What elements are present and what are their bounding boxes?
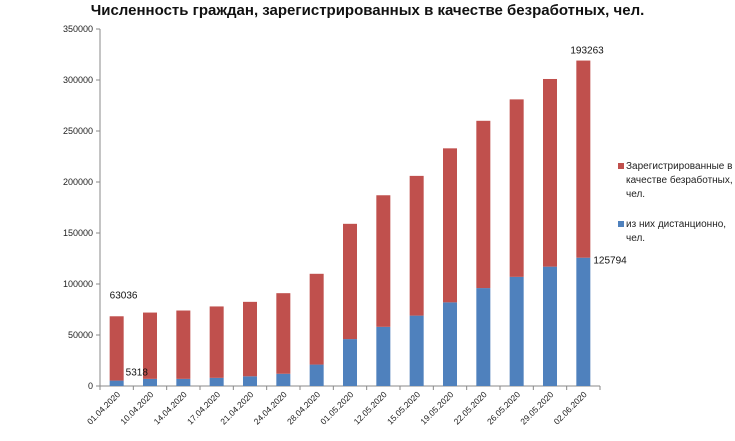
bar-series-0 [443, 302, 457, 386]
x-tick-label: 02.06.2020 [552, 389, 589, 426]
legend-label: чел. [626, 233, 645, 244]
legend-label: из них дистанционно, [626, 219, 726, 230]
bar-series-0 [209, 377, 224, 386]
y-tick-label: 250000 [63, 126, 93, 136]
legend-label: Зарегистрированные в [626, 161, 732, 172]
bar-series-1 [109, 316, 124, 381]
bar-series-0 [376, 326, 391, 386]
bar-series-0 [143, 378, 157, 386]
bar-series-1 [343, 223, 357, 340]
x-tick-label: 01.05.2020 [318, 389, 355, 426]
legend-swatch-1 [618, 163, 624, 169]
bar-series-1 [176, 310, 191, 379]
legend-label: качестве безработных, [626, 174, 733, 186]
x-tick-label: 24.04.2020 [252, 389, 289, 426]
x-tick-label: 01.04.2020 [85, 389, 122, 426]
bar-series-1 [276, 293, 291, 374]
bar-series-0 [409, 315, 424, 386]
bar-series-1 [509, 99, 524, 277]
y-tick-label: 350000 [63, 24, 93, 34]
bar-series-0 [509, 276, 524, 386]
x-tick-label: 21.04.2020 [218, 389, 255, 426]
bar-series-1 [443, 148, 457, 303]
x-tick-label: 29.05.2020 [518, 389, 555, 426]
bar-series-1 [243, 301, 257, 377]
x-tick-label: 10.04.2020 [118, 389, 155, 426]
legend: Зарегистрированные в качестве безработных… [618, 161, 733, 244]
legend-swatch-0 [618, 221, 624, 227]
bar-series-1 [376, 195, 391, 327]
bar-series-1 [543, 78, 557, 267]
x-tick-label: 26.05.2020 [485, 389, 522, 426]
y-tick-label: 150000 [63, 228, 93, 238]
y-tick-label: 100000 [63, 279, 93, 289]
bar-series-1 [309, 273, 324, 365]
data-label: 125794 [593, 256, 627, 267]
bar-series-0 [576, 257, 591, 386]
data-label: 5318 [126, 368, 149, 379]
x-tick-label: 22.05.2020 [452, 389, 489, 426]
bar-series-0 [343, 339, 357, 386]
x-tick-label: 12.05.2020 [352, 389, 389, 426]
x-tick-label: 14.04.2020 [152, 389, 189, 426]
bar-series-0 [476, 288, 491, 386]
bars [109, 60, 591, 386]
bar-series-1 [576, 60, 591, 258]
y-axis: 0 50000 100000 150000 200000 250000 300000 3500… [63, 24, 101, 391]
bar-series-0 [243, 376, 257, 386]
bar-series-1 [209, 306, 224, 378]
bar-series-0 [176, 378, 191, 386]
bar-series-0 [276, 373, 291, 386]
bar-series-0 [309, 364, 324, 386]
data-label: 63036 [110, 290, 138, 301]
y-tick-label: 50000 [68, 330, 93, 340]
y-tick-label: 200000 [63, 177, 93, 187]
y-tick-label: 300000 [63, 75, 93, 85]
x-tick-label: 17.04.2020 [185, 389, 222, 426]
x-tick-label: 19.05.2020 [418, 389, 455, 426]
data-label: 193263 [570, 46, 604, 57]
x-axis: 01.04.202010.04.202014.04.202017.04.2020… [85, 385, 601, 426]
bar-series-1 [476, 120, 491, 289]
bar-series-0 [109, 380, 124, 386]
x-tick-label: 15.05.2020 [385, 389, 422, 426]
x-tick-label: 28.04.2020 [285, 389, 322, 426]
bar-series-1 [409, 175, 424, 316]
chart-title: Численность граждан, зарегистрированных … [90, 2, 645, 19]
bar-series-1 [143, 312, 157, 379]
bar-series-0 [543, 266, 557, 386]
y-tick-label: 0 [88, 381, 93, 391]
data-labels: 63036 5318 193263 125794 [110, 46, 627, 379]
legend-label: чел. [626, 189, 645, 200]
